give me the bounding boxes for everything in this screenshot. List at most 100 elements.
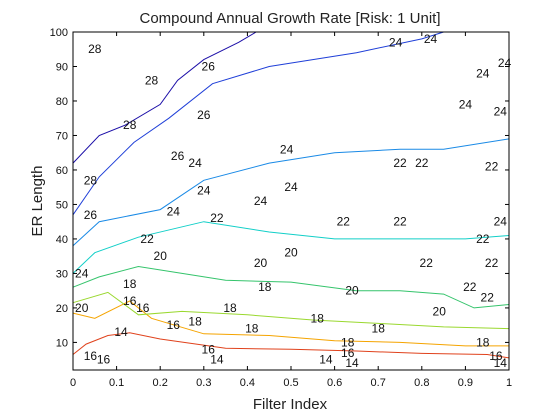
contour-label: 22 <box>481 291 495 305</box>
contour-label: 18 <box>476 335 490 349</box>
contour-label: 24 <box>188 156 202 170</box>
contour-label: 28 <box>84 173 98 187</box>
contour-label: 26 <box>197 108 211 122</box>
y-tick-label: 10 <box>56 337 68 349</box>
x-tick-label: 0.5 <box>283 377 298 389</box>
x-tick-label: 0.7 <box>371 377 386 389</box>
contour-line-16 <box>72 300 509 347</box>
contour-label: 24 <box>75 266 89 280</box>
y-tick-label: 30 <box>56 268 68 280</box>
contour-label: 18 <box>123 277 137 291</box>
contour-line-14 <box>72 332 510 359</box>
contour-label: 16 <box>167 318 181 332</box>
contour-label: 24 <box>389 35 403 49</box>
contour-label: 24 <box>254 194 268 208</box>
contour-label: 16 <box>489 349 503 363</box>
x-tick-label: 1 <box>506 377 512 389</box>
y-tick-label: 70 <box>56 130 68 142</box>
y-tick-label: 80 <box>56 96 68 108</box>
contour-label: 24 <box>494 104 508 118</box>
contour-label: 22 <box>210 211 224 225</box>
contour-line-20 <box>72 265 510 309</box>
contour-label: 24 <box>197 184 211 198</box>
contour-line-18 <box>72 291 510 330</box>
contour-label: 24 <box>476 66 490 80</box>
contour-label: 24 <box>424 32 438 46</box>
contour-label: 14 <box>319 353 333 367</box>
contour-line-26 <box>72 31 444 216</box>
contour-label: 22 <box>485 256 499 270</box>
y-tick-label: 90 <box>56 61 68 73</box>
contour-label: 24 <box>284 180 298 194</box>
x-tick-label: 0.3 <box>196 377 211 389</box>
contour-label: 26 <box>84 208 98 222</box>
x-axis: 0 0.1 0.2 0.3 0.4 0.5 0.6 0.7 0.8 0.9 1 <box>70 32 512 389</box>
contour-label: 22 <box>393 156 407 170</box>
contour-label: 18 <box>223 301 237 315</box>
contour-label: 26 <box>202 60 216 74</box>
contour-label: 24 <box>167 204 181 218</box>
contour-label: 16 <box>341 346 355 360</box>
y-tick-label: 20 <box>56 303 68 315</box>
y-axis-label: ER Length <box>29 166 46 237</box>
contour-line-22 <box>72 221 510 274</box>
contour-label: 18 <box>311 311 325 325</box>
contour-label: 14 <box>114 325 128 339</box>
contour-label: 20 <box>75 301 89 315</box>
contour-label: 24 <box>498 56 512 70</box>
contour-label: 18 <box>341 335 355 349</box>
contour-label: 26 <box>171 149 185 163</box>
y-tick-label: 60 <box>56 165 68 177</box>
contour-label: 22 <box>420 256 434 270</box>
contour-label: 22 <box>463 280 477 294</box>
contour-label: 28 <box>145 73 159 87</box>
y-tick-label: 40 <box>56 234 68 246</box>
contour-label: 14 <box>345 356 359 370</box>
contour-label: 20 <box>284 246 298 260</box>
contour-label: 14 <box>494 356 508 370</box>
contour-label: 18 <box>245 322 259 336</box>
contour-label: 18 <box>258 280 272 294</box>
x-tick-label: 0.1 <box>109 377 124 389</box>
contour-label: 16 <box>123 294 137 308</box>
contour-label: 18 <box>372 322 386 336</box>
contour-label: 22 <box>393 215 407 229</box>
y-tick-label: 100 <box>50 27 68 39</box>
contour-label: 24 <box>459 97 473 111</box>
contour-label: 18 <box>188 315 202 329</box>
x-tick-label: 0.2 <box>153 377 168 389</box>
contour-label: 24 <box>280 142 294 156</box>
contour-label: 20 <box>345 284 359 298</box>
x-axis-label: Filter Index <box>253 396 328 413</box>
contour-label: 16 <box>84 349 98 363</box>
x-tick-label: 0 <box>70 377 76 389</box>
x-tick-label: 0.6 <box>327 377 342 389</box>
contour-line-24 <box>72 138 510 247</box>
contour-label: 22 <box>140 232 154 246</box>
contour-label: 16 <box>202 342 216 356</box>
contour-label: 14 <box>210 353 224 367</box>
contour-label: 20 <box>254 256 268 270</box>
contour-label: 22 <box>415 156 429 170</box>
contour-label: 20 <box>154 249 168 263</box>
contour-label: 24 <box>494 215 508 229</box>
contour-label: 22 <box>476 232 490 246</box>
chart-title: Compound Annual Growth Rate [Risk: 1 Uni… <box>140 10 441 27</box>
contour-label: 16 <box>136 301 150 315</box>
contour-label: 20 <box>433 304 447 318</box>
contour-label: 28 <box>88 42 102 56</box>
contour-label: 22 <box>485 160 499 174</box>
contour-line-28 <box>72 31 257 164</box>
x-tick-label: 0.4 <box>240 377 255 389</box>
x-tick-label: 0.9 <box>458 377 473 389</box>
y-axis: 10 20 30 40 50 60 70 80 90 100 <box>50 27 509 349</box>
contour-label: 22 <box>337 215 351 229</box>
y-tick-label: 50 <box>56 199 68 211</box>
contour-label: 16 <box>97 353 111 367</box>
contour-label: 28 <box>123 118 137 132</box>
x-tick-label: 0.8 <box>414 377 429 389</box>
